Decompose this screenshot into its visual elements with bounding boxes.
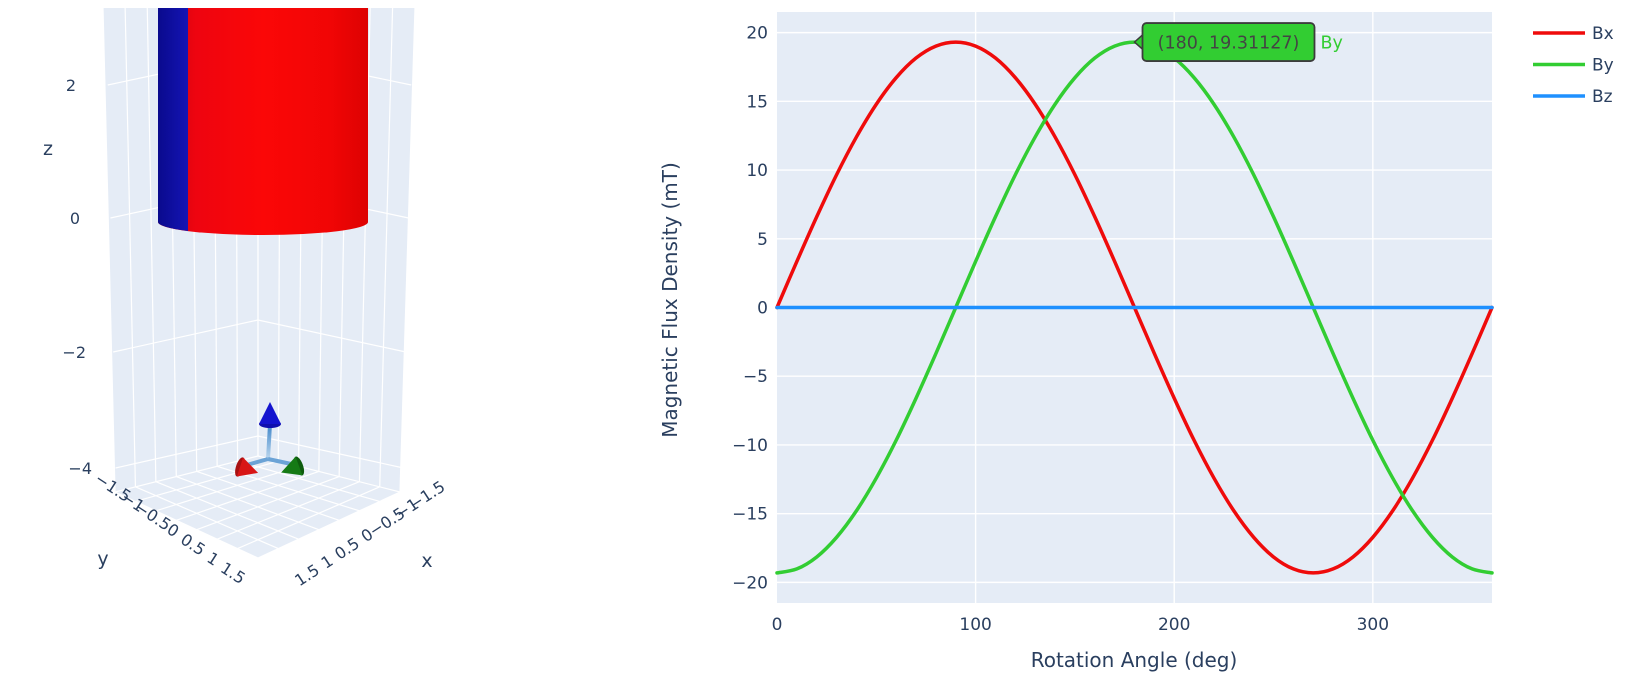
floor-gridline: [237, 460, 380, 503]
wall-gridline: [124, 7, 137, 487]
floor-gridline: [114, 491, 259, 559]
floor-gridline: [257, 491, 401, 559]
x-tick-label: 100: [959, 615, 991, 635]
magnet-cylinder[interactable]: [158, 8, 368, 235]
triad-up-shaft: [266, 423, 272, 460]
wall-z-gridline: [113, 319, 406, 353]
floor-gridline: [135, 460, 279, 503]
sensor-triad[interactable]: [233, 402, 306, 482]
magnet-south-pole[interactable]: [158, 8, 188, 231]
floor-gridline: [114, 455, 259, 493]
scene-z-axis-title: z: [43, 138, 53, 160]
triad-up-cone-z: [259, 402, 281, 428]
hover-tooltip: (180, 19.31127) By: [1133, 22, 1343, 62]
wall-z-gridline: [115, 435, 404, 469]
x-tick-label: 300: [1357, 615, 1389, 635]
floor-gridline: [135, 486, 279, 550]
floor-gridline: [176, 470, 320, 521]
chart-tick-labels: 0 100 200 300 20 15 10 5 0 −5 −10 −15 −20: [732, 24, 1389, 635]
legend-item-By[interactable]: By: [1533, 56, 1614, 76]
scene-y-tick: 1: [204, 548, 223, 569]
y-tick-label: 20: [746, 24, 768, 44]
scene-z-tick: −2: [62, 343, 86, 362]
wall-gridline: [379, 7, 394, 487]
wall-gridline: [399, 7, 416, 493]
legend-item-Bx[interactable]: Bx: [1533, 24, 1614, 44]
legend-label: Bx: [1592, 24, 1614, 44]
legend-item-Bz[interactable]: Bz: [1533, 87, 1613, 107]
y-tick-label: 10: [746, 161, 768, 181]
y-tick-label: 0: [757, 299, 768, 319]
x-tick-label: 200: [1158, 615, 1190, 635]
magnet-3d-scene[interactable]: z y x 20−2−4−1.5−1−0.500.511.5−1.5−1−0.5…: [0, 0, 540, 691]
y-tick-label: −20: [732, 573, 768, 593]
scene-x-tick: 0.5: [331, 534, 363, 564]
scene-y-tick: 0.5: [177, 530, 209, 560]
floor-gridline: [155, 481, 299, 540]
y-tick-label: −10: [732, 436, 768, 456]
scene-z-tick: −4: [68, 459, 92, 478]
y-tick-label: 5: [757, 230, 768, 250]
hover-series-label: By: [1321, 34, 1343, 54]
legend-label: Bz: [1592, 87, 1613, 107]
triad-cone-y: [281, 456, 305, 476]
scene-x-tick: 1: [318, 551, 337, 572]
x-tick-label: 0: [772, 615, 783, 635]
scene-z-tick: 2: [66, 76, 76, 95]
magnet-north-pole[interactable]: [158, 8, 368, 235]
flux-density-chart: 0 100 200 300 20 15 10 5 0 −5 −10 −15 −20 Rotation A…: [658, 12, 1614, 672]
scene-x-axis-title: x: [421, 550, 432, 572]
triad-cone-x: [235, 457, 259, 477]
floor-gridline: [196, 470, 340, 521]
scene-y-axis-title: y: [97, 548, 108, 570]
hover-box: [1141, 22, 1316, 62]
scene-z-tick: 0: [70, 209, 80, 228]
chart-legend: Bx By Bz: [1533, 24, 1614, 107]
floor-gridline: [216, 481, 360, 540]
hover-value-label: (180, 19.31127): [1158, 34, 1300, 54]
floor-gridline: [196, 476, 340, 531]
wall-gridline: [358, 7, 371, 482]
floor-gridline: [237, 486, 380, 550]
wall-gridline: [146, 7, 157, 482]
scene-x-tick: 1.5: [291, 560, 323, 590]
wall-gridline: [102, 7, 116, 493]
legend-label: By: [1592, 56, 1614, 76]
y-axis-title: Magnetic Flux Density (mT): [658, 162, 682, 438]
floor-gridline: [155, 465, 299, 512]
y-tick-label: 15: [746, 92, 768, 112]
floor-gridline: [176, 476, 320, 531]
y-tick-label: −5: [743, 367, 768, 387]
y-tick-label: −15: [732, 505, 768, 525]
x-axis-title: Rotation Angle (deg): [1031, 648, 1238, 672]
scene-y-tick: 1.5: [217, 558, 249, 588]
